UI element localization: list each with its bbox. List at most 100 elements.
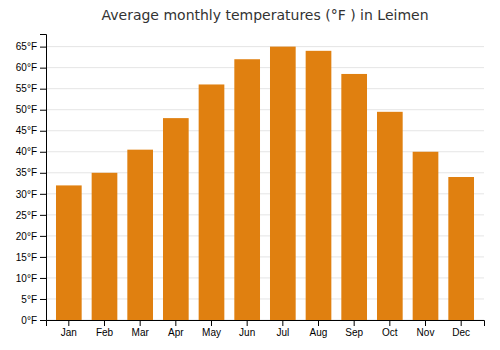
tick: 60°F — [16, 62, 46, 73]
tick-mark — [318, 320, 319, 326]
tick-label: Mar — [132, 327, 150, 338]
tick: 15°F — [16, 252, 46, 263]
tick-label: 60°F — [16, 62, 37, 73]
grid-line — [46, 88, 484, 89]
tick-mark — [40, 278, 46, 279]
tick-mark — [68, 320, 69, 326]
tick-mark — [354, 320, 355, 326]
tick-label: Feb — [96, 327, 114, 338]
tick: 65°F — [16, 41, 46, 52]
tick: 40°F — [16, 146, 46, 157]
tick-label: 25°F — [16, 210, 37, 221]
tick: Nov — [417, 320, 435, 338]
tick-label: Apr — [168, 327, 184, 338]
axis-line — [47, 321, 485, 327]
tick-mark — [175, 320, 176, 326]
grid-line — [46, 130, 484, 131]
bar — [413, 152, 439, 320]
tick: 25°F — [16, 210, 46, 221]
grid-line — [46, 67, 484, 68]
tick: 20°F — [16, 231, 46, 242]
tick-mark — [40, 257, 46, 258]
tick: Dec — [452, 320, 470, 338]
tick-label: May — [202, 327, 221, 338]
tick-mark — [461, 320, 462, 326]
tick-mark — [40, 215, 46, 216]
bar — [127, 150, 153, 320]
tick: Apr — [168, 320, 184, 338]
tick: Feb — [96, 320, 114, 338]
tick: Jan — [61, 320, 77, 338]
tick-label: Oct — [382, 327, 398, 338]
bar — [199, 84, 225, 320]
grid-line — [46, 109, 484, 110]
tick-label: 15°F — [16, 252, 37, 263]
tick-label: Jul — [276, 327, 289, 338]
tick-label: Jan — [61, 327, 77, 338]
tick-mark — [282, 320, 283, 326]
tick: 0°F — [21, 315, 46, 326]
title: Average monthly temperatures (°F ) in Le… — [101, 7, 428, 23]
tick-label: Sep — [345, 327, 363, 338]
grid-line — [46, 46, 484, 47]
tick-label: 65°F — [16, 41, 37, 52]
tick-mark — [40, 236, 46, 237]
tick-mark — [40, 68, 46, 69]
bar — [377, 112, 403, 320]
tick-label: 55°F — [16, 83, 37, 94]
tick-label: Dec — [452, 327, 470, 338]
tick: 45°F — [16, 125, 46, 136]
tick: 35°F — [16, 167, 46, 178]
tick-label: 5°F — [21, 294, 37, 305]
tick: 10°F — [16, 273, 46, 284]
tick: Sep — [345, 320, 363, 338]
plot: 0°F 5°F 10°F 15°F 20°F 25°F 30°F 35°F 40°F 45°F 50… — [16, 35, 485, 339]
tick: Oct — [382, 320, 398, 338]
tick-mark — [40, 152, 46, 153]
bar — [56, 185, 82, 320]
tick-mark — [104, 320, 105, 326]
tick: May — [202, 320, 221, 338]
tick-mark — [40, 173, 46, 174]
tick: 55°F — [16, 83, 46, 94]
tick: Aug — [310, 320, 328, 338]
bar — [234, 59, 260, 320]
tick-label: 0°F — [21, 315, 37, 326]
tick-mark — [40, 89, 46, 90]
tick-mark — [40, 110, 46, 111]
y-axis: 0°F 5°F 10°F 15°F 20°F 25°F 30°F 35°F 40°F 45°F 50… — [16, 35, 47, 326]
tick-mark — [40, 194, 46, 195]
tick-label: Nov — [417, 327, 435, 338]
tick: Mar — [132, 320, 150, 338]
tick-label: 30°F — [16, 189, 37, 200]
tick-label: 35°F — [16, 167, 37, 178]
tick: 5°F — [21, 294, 46, 305]
bar — [341, 74, 367, 320]
axis-line — [40, 35, 47, 321]
tick-mark — [425, 320, 426, 326]
bar — [448, 177, 474, 320]
bars — [56, 47, 474, 320]
tick-mark — [140, 320, 141, 326]
tick: Jul — [276, 320, 289, 338]
tick: Jun — [239, 320, 255, 338]
tick-mark — [211, 320, 212, 326]
tick-mark — [40, 131, 46, 132]
tick-mark — [40, 320, 46, 321]
tick-label: Jun — [239, 327, 255, 338]
tick-label: 20°F — [16, 231, 37, 242]
tick-label: 45°F — [16, 125, 37, 136]
tick: 50°F — [16, 104, 46, 115]
chart: 0°F 5°F 10°F 15°F 20°F 25°F 30°F 35°F 40°F 45°F 50… — [0, 0, 500, 350]
tick-mark — [40, 47, 46, 48]
tick: 30°F — [16, 189, 46, 200]
bar — [270, 47, 296, 320]
bar — [306, 51, 332, 320]
bar — [163, 118, 189, 320]
tick-mark — [389, 320, 390, 326]
tick-mark — [40, 299, 46, 300]
tick-label: 40°F — [16, 146, 37, 157]
tick-label: Aug — [310, 327, 328, 338]
grid — [46, 47, 484, 320]
x-axis: Jan Feb Mar Apr May Jun Jul Aug Sep Oct Nov Dec — [47, 320, 485, 338]
